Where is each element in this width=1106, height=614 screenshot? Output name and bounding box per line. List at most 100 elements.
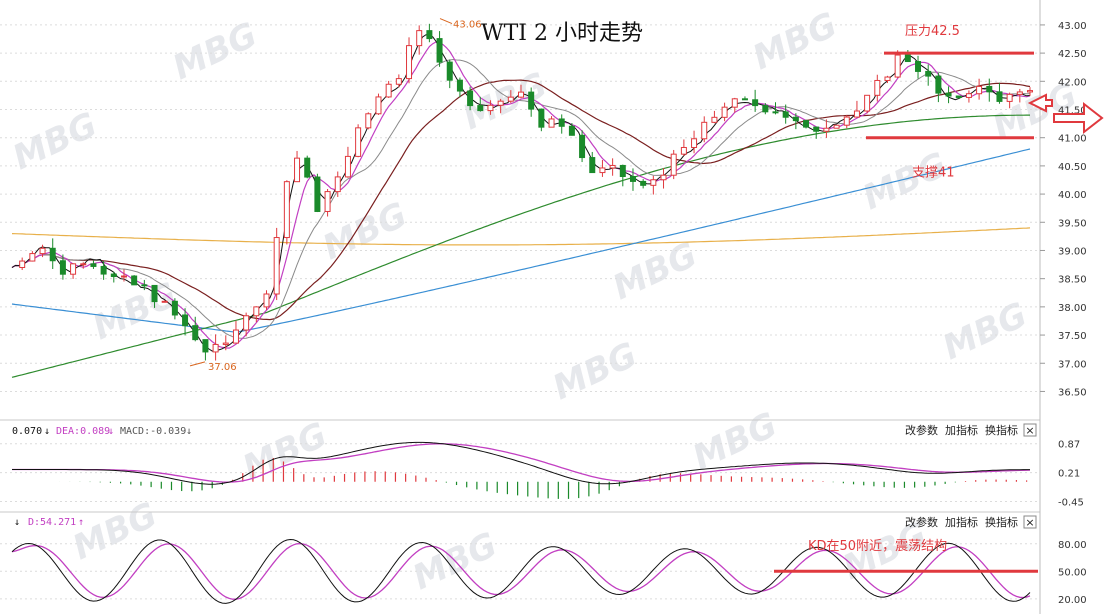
candle-body xyxy=(741,98,748,101)
candle xyxy=(192,316,199,342)
macd-tick-label: 0.87 xyxy=(1058,440,1080,451)
candle-body xyxy=(568,125,575,136)
candle-body xyxy=(100,265,107,275)
candle-body xyxy=(365,113,372,129)
candle-body xyxy=(864,94,871,112)
candle xyxy=(518,84,524,99)
y-tick-label: 37.50 xyxy=(1058,331,1087,342)
candle xyxy=(579,130,586,163)
kd-swap-indicator-button[interactable]: 换指标 xyxy=(985,515,1018,529)
y-tick-label: 39.50 xyxy=(1058,218,1087,229)
y-tick-label: 43.00 xyxy=(1058,21,1087,32)
macd-diff-line xyxy=(12,441,1030,485)
kd-add-indicator-button[interactable]: 加指标 xyxy=(945,515,978,529)
candle-body xyxy=(304,157,311,178)
candle-body xyxy=(548,118,555,128)
candle-body xyxy=(792,116,799,122)
candle-body xyxy=(650,179,657,186)
candle xyxy=(467,86,474,111)
candle xyxy=(843,115,850,129)
candle xyxy=(283,180,290,245)
candle xyxy=(182,308,189,336)
candle xyxy=(935,73,942,103)
candle xyxy=(976,78,983,100)
candle-body xyxy=(579,134,586,159)
candle-body xyxy=(120,275,127,278)
macd-swap-indicator-button[interactable]: 换指标 xyxy=(985,423,1018,437)
macd-close-button[interactable] xyxy=(1023,423,1037,437)
candle-body xyxy=(986,85,993,93)
candle-body xyxy=(762,105,769,113)
candle-body xyxy=(813,126,820,132)
candle xyxy=(986,78,993,102)
candle-body xyxy=(355,127,362,157)
candle xyxy=(589,151,596,174)
chart-title: WTI 2 小时走势 xyxy=(481,21,643,46)
kd-series xyxy=(11,538,1031,604)
candle xyxy=(874,74,881,102)
candle-body xyxy=(589,157,596,174)
candle-body xyxy=(416,30,423,47)
candle xyxy=(864,94,871,114)
candle xyxy=(436,31,443,67)
ma-magenta-line xyxy=(11,41,1031,349)
candle-body xyxy=(151,284,158,303)
candle-body xyxy=(344,155,351,178)
candle-body xyxy=(334,176,341,193)
candle xyxy=(90,260,97,269)
candle-body xyxy=(222,342,229,345)
candle-body xyxy=(90,263,97,267)
macd-add-indicator-button[interactable]: 加指标 xyxy=(945,423,978,437)
candle xyxy=(955,95,962,99)
support-label: 支撑41 xyxy=(912,166,955,181)
low-marker: 37.06 xyxy=(189,361,237,373)
candle xyxy=(680,139,687,156)
y-tick-label: 37.00 xyxy=(1058,359,1087,370)
kd-tick-label: 20.00 xyxy=(1058,595,1087,606)
candle-body xyxy=(518,91,524,98)
candle-body xyxy=(161,300,168,303)
watermark-text: MBG xyxy=(547,335,643,408)
candle-body xyxy=(446,61,453,81)
kd-close-button[interactable] xyxy=(1023,515,1037,529)
candle xyxy=(19,257,26,271)
right-arrow-icon xyxy=(1053,101,1104,135)
candle xyxy=(915,55,922,79)
candle xyxy=(945,86,952,104)
candle xyxy=(334,171,341,197)
candle xyxy=(599,159,606,177)
candle-body xyxy=(823,127,830,132)
candle-body xyxy=(976,85,983,95)
candle xyxy=(59,254,66,280)
macd-panel-toolbar: 改参数 加指标 换指标 × xyxy=(905,423,1037,437)
macd-grid xyxy=(0,443,1040,502)
candle xyxy=(1016,88,1023,103)
candle-body xyxy=(629,175,636,182)
candle-body xyxy=(955,95,962,98)
kd-params-button[interactable]: 改参数 xyxy=(905,515,938,529)
candle-body xyxy=(385,83,392,98)
candle xyxy=(619,164,626,187)
candle xyxy=(171,298,178,320)
candle-body xyxy=(456,79,463,92)
watermark-text: MBG xyxy=(237,415,333,488)
candle-body xyxy=(640,180,647,186)
candle xyxy=(803,119,810,129)
candle xyxy=(446,59,453,89)
candle xyxy=(49,238,56,270)
candle xyxy=(151,284,158,308)
candlestick-series xyxy=(19,23,1033,361)
macd-params-button[interactable]: 改参数 xyxy=(905,423,938,437)
macd-arrow-icon: ↓ xyxy=(186,426,192,437)
ma-gray-line xyxy=(11,58,1031,339)
candle-body xyxy=(263,293,270,308)
candle-body xyxy=(660,174,667,181)
candle-body xyxy=(110,273,117,278)
candle-body xyxy=(711,116,718,123)
candle xyxy=(344,146,351,178)
candle-body xyxy=(904,54,911,63)
candle-body xyxy=(874,79,881,96)
candle-body xyxy=(59,260,66,275)
candle xyxy=(650,175,657,195)
candle xyxy=(925,64,932,86)
